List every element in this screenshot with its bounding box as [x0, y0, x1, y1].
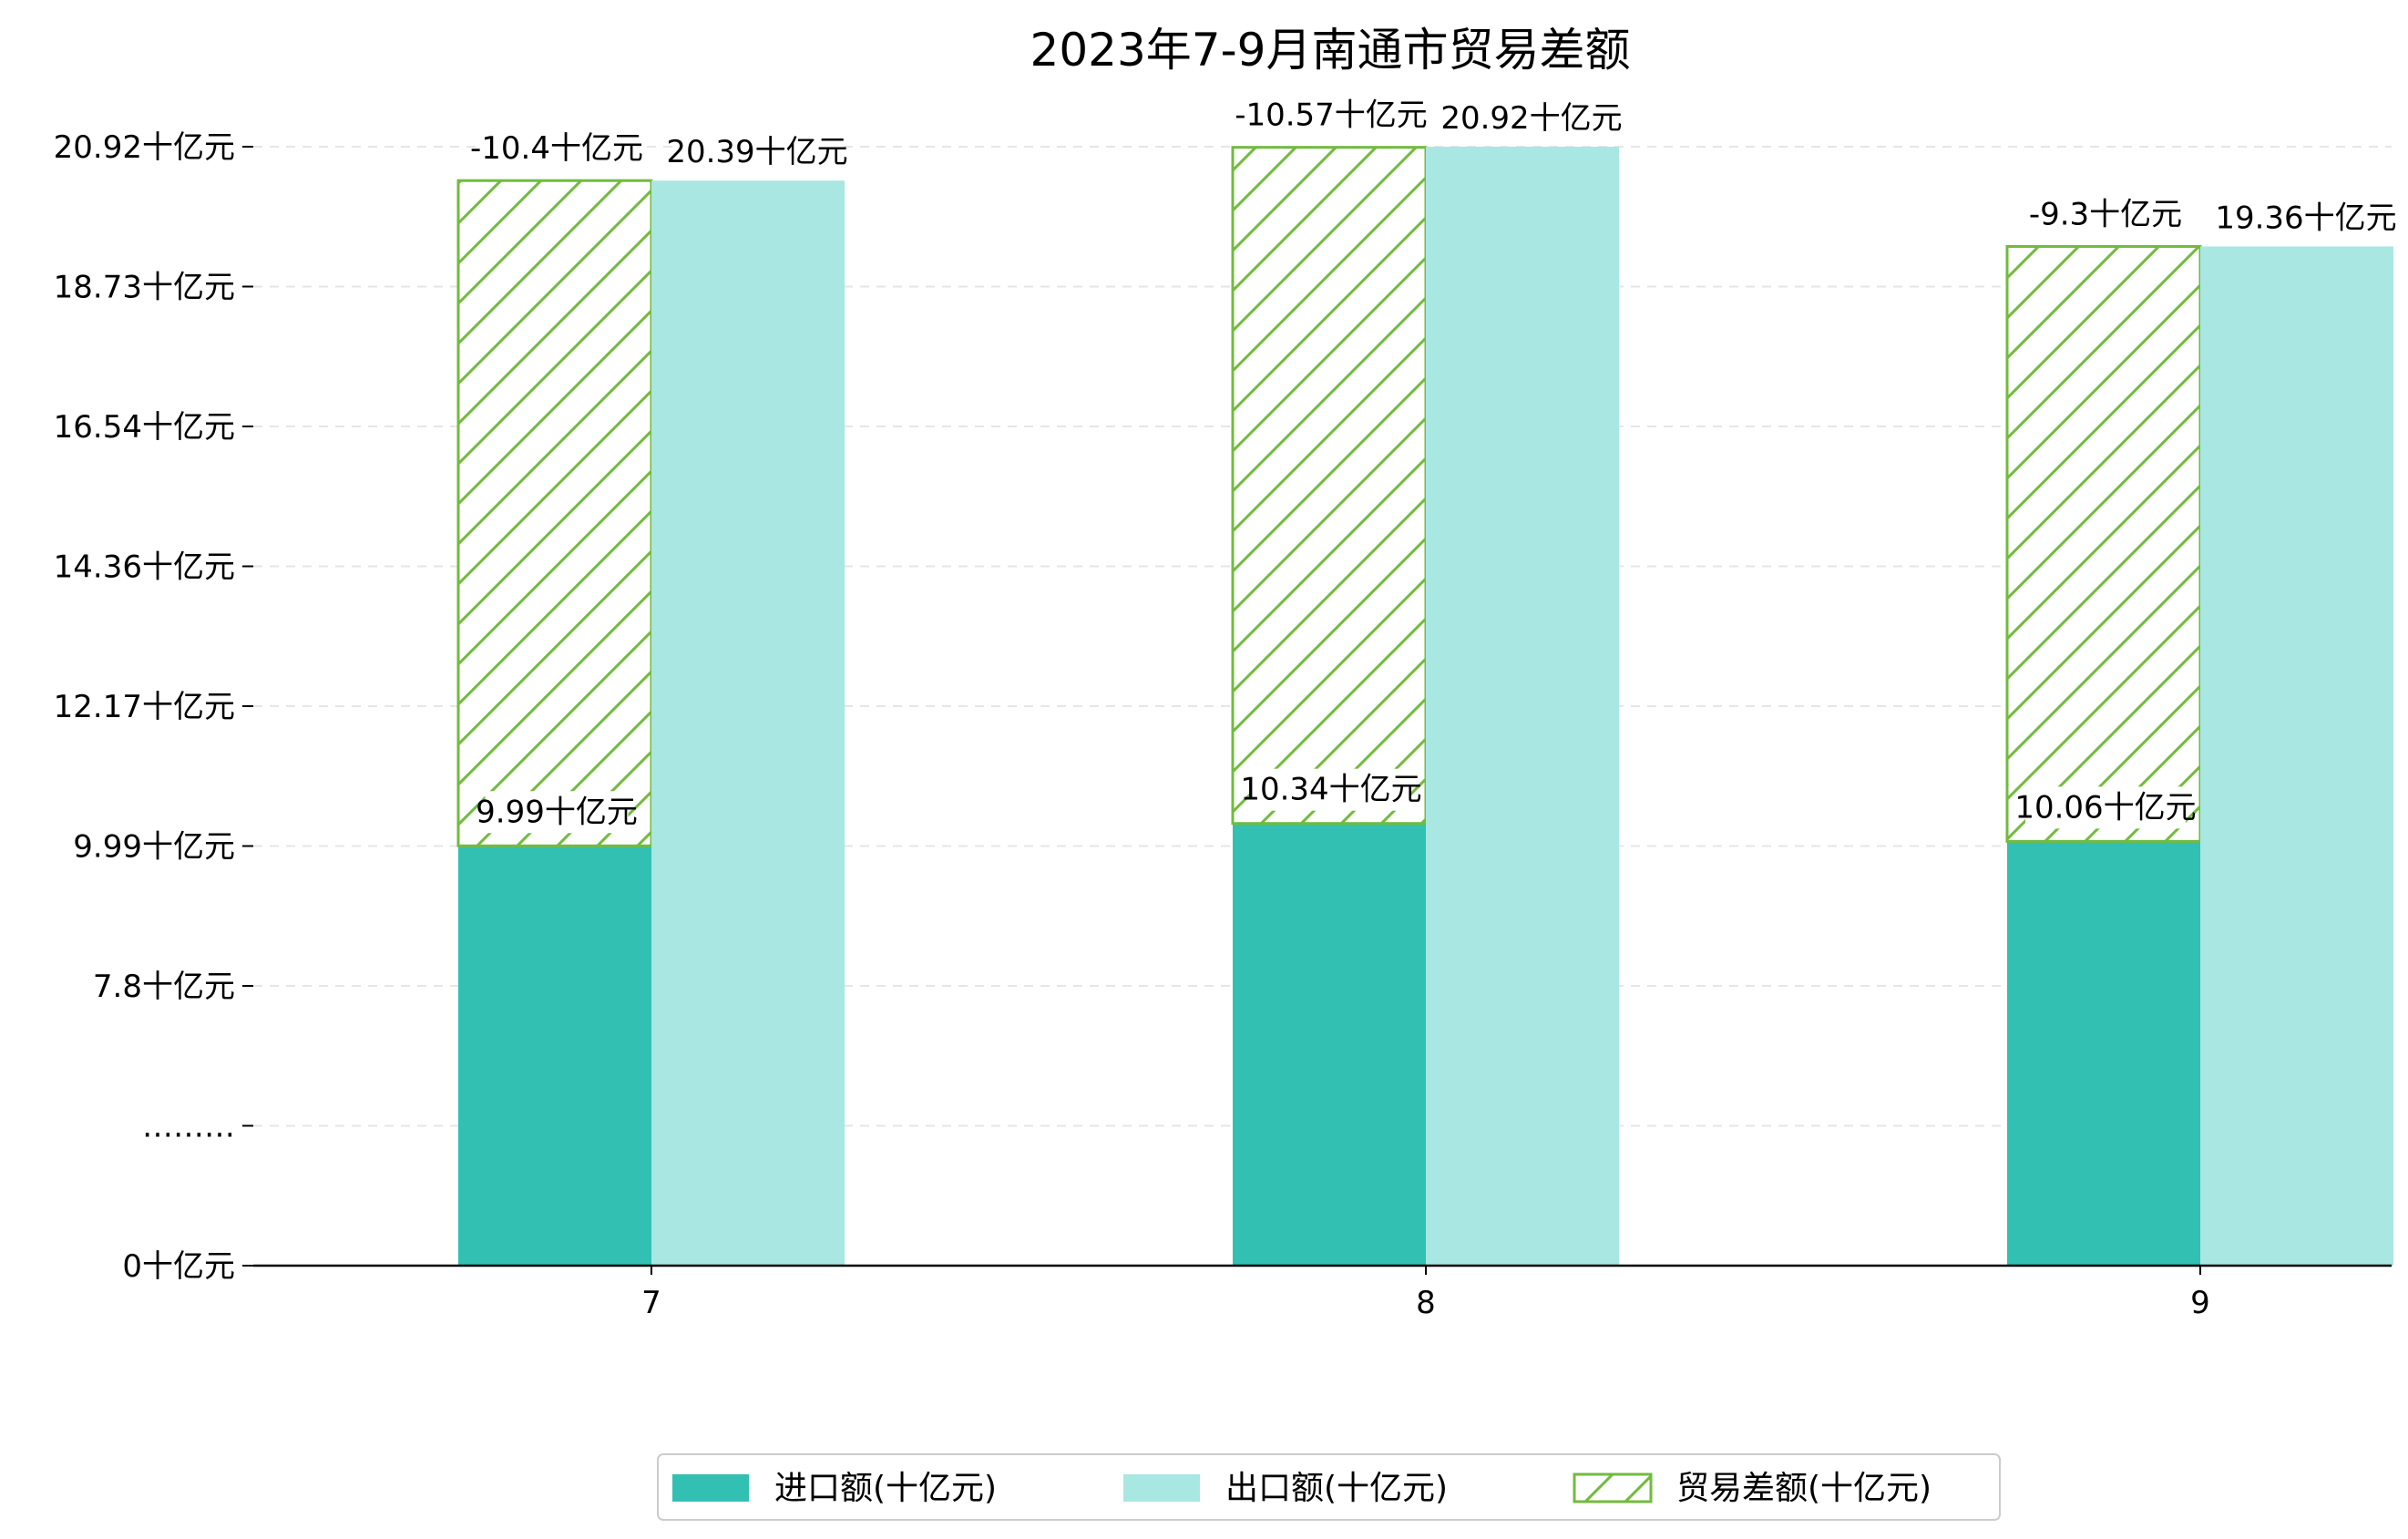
- data-label-import-bg: [485, 791, 629, 834]
- data-label-export: 19.36十亿元: [2215, 200, 2396, 237]
- y-tick-label: ………: [142, 1109, 235, 1145]
- y-tick-label: 16.54十亿元: [54, 409, 235, 446]
- data-label-import: 9.99十亿元: [476, 794, 638, 830]
- y-tick-label: 20.92十亿元: [54, 129, 235, 166]
- data-label-trade-balance-bg: [2034, 193, 2177, 236]
- data-label-export-bg: [677, 131, 837, 174]
- data-label-trade-balance: -10.57十亿元: [1235, 97, 1428, 134]
- data-label-export: 20.39十亿元: [666, 134, 847, 170]
- data-label-export: 20.92十亿元: [1440, 100, 1622, 137]
- data-label-trade-balance-bg: [1242, 94, 1420, 137]
- legend-box: [657, 1453, 2001, 1521]
- x-tick-label: 9: [2190, 1285, 2210, 1321]
- legend-swatch: [672, 1474, 749, 1502]
- bar-trade-balance: [1231, 146, 1428, 826]
- data-labels: 20.39十亿元 -10.4十亿元 9.99十亿元 20.92十亿元 -10.57十亿元…: [470, 94, 2397, 834]
- chart-title: 2023年7-9月南通市贸易差额: [1030, 24, 1631, 77]
- legend-swatch: [1573, 1472, 1653, 1503]
- bar-export: [1426, 147, 1619, 1266]
- bars: [456, 146, 2393, 1266]
- y-tick-label: 7.8十亿元: [93, 969, 235, 1005]
- legend: 进口额(十亿元) 出口额(十亿元) 贸易差额(十亿元): [657, 1453, 2001, 1521]
- x-tick-label: 7: [641, 1285, 661, 1321]
- bar-import: [458, 846, 651, 1266]
- y-tick-label: 18.73十亿元: [54, 270, 235, 306]
- data-label-export-bg: [1451, 97, 1612, 139]
- bar-trade-balance: [2005, 245, 2202, 843]
- data-label-export-bg: [2226, 197, 2386, 240]
- y-tick-label: 12.17十亿元: [54, 689, 235, 725]
- y-tick-label: 14.36十亿元: [54, 549, 235, 586]
- legend-swatch: [1123, 1474, 1200, 1502]
- bar-import: [2007, 841, 2200, 1266]
- data-label-import: 10.34十亿元: [1240, 772, 1421, 808]
- data-label-trade-balance: -9.3十亿元: [2029, 197, 2182, 233]
- bar-import: [1233, 823, 1426, 1266]
- bar-export: [2200, 246, 2393, 1266]
- data-label-import-bg: [1251, 768, 1411, 811]
- x-tick-label: 8: [1416, 1285, 1436, 1321]
- data-label-trade-balance-bg: [476, 128, 637, 170]
- axes: 0十亿元 ……… 7.8十亿元 9.99十亿元 12.17十亿元 14.36十亿元 16.5…: [54, 129, 2392, 1321]
- legend-label: 进口额(十亿元): [774, 1470, 997, 1507]
- legend-label: 出口额(十亿元): [1225, 1470, 1448, 1507]
- legend-label: 贸易差额(十亿元): [1676, 1470, 1932, 1507]
- bar-export: [651, 180, 845, 1266]
- bar-trade-balance: [456, 179, 653, 847]
- data-label-import-bg: [2025, 786, 2186, 829]
- data-label-trade-balance: -10.4十亿元: [470, 130, 643, 167]
- data-label-import: 10.06十亿元: [2014, 789, 2196, 826]
- y-tick-label: 9.99十亿元: [73, 829, 235, 866]
- y-tick-label: 0十亿元: [122, 1248, 235, 1285]
